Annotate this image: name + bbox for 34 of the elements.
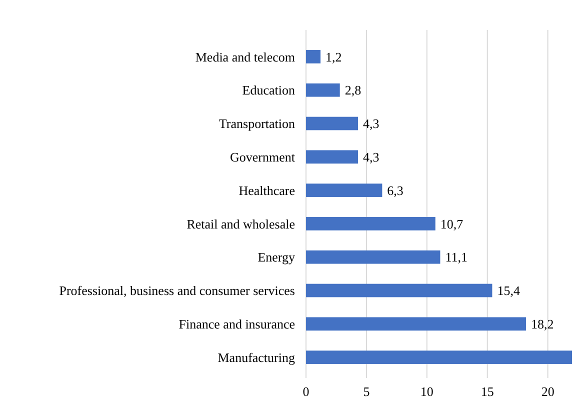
- x-tick-label: 15: [480, 384, 494, 399]
- data-label: 11,1: [445, 250, 468, 265]
- bar: [306, 317, 526, 331]
- y-tick-label: Retail and wholesale: [186, 216, 296, 232]
- x-tick-label: 5: [363, 384, 370, 399]
- data-label: 10,7: [440, 216, 464, 232]
- bar: [306, 250, 440, 264]
- y-tick-label: Media and telecom: [195, 49, 295, 64]
- y-tick-label: Professional, business and consumer services: [59, 283, 295, 298]
- data-label: 6,3: [387, 182, 404, 198]
- bar: [306, 83, 340, 97]
- data-label: 4,3: [362, 149, 380, 164]
- data-label: 1,2: [326, 49, 342, 64]
- bar: [306, 50, 321, 64]
- bar: [306, 350, 572, 364]
- y-tick-label: Energy: [258, 250, 296, 265]
- y-tick-label: Transportation: [218, 116, 296, 132]
- x-tick-label: 10: [420, 384, 434, 399]
- x-tick-label: 0: [302, 384, 310, 399]
- bar: [306, 150, 358, 164]
- bar: [306, 116, 358, 130]
- x-tick-label: 20: [541, 384, 554, 399]
- y-tick-label: Government: [230, 149, 296, 164]
- y-tick-label: Finance and insurance: [178, 316, 296, 332]
- bar: [306, 217, 436, 230]
- bar: [306, 284, 492, 298]
- bar: [306, 184, 382, 197]
- y-tick-label: Education: [242, 82, 296, 98]
- data-label: 4,3: [362, 116, 380, 132]
- y-tick-label: Manufacturing: [218, 350, 296, 365]
- data-label: 2,8: [344, 82, 362, 98]
- y-tick-label: Healthcare: [238, 182, 296, 198]
- data-label: 15,4: [497, 283, 520, 298]
- data-label: 18,2: [531, 316, 554, 332]
